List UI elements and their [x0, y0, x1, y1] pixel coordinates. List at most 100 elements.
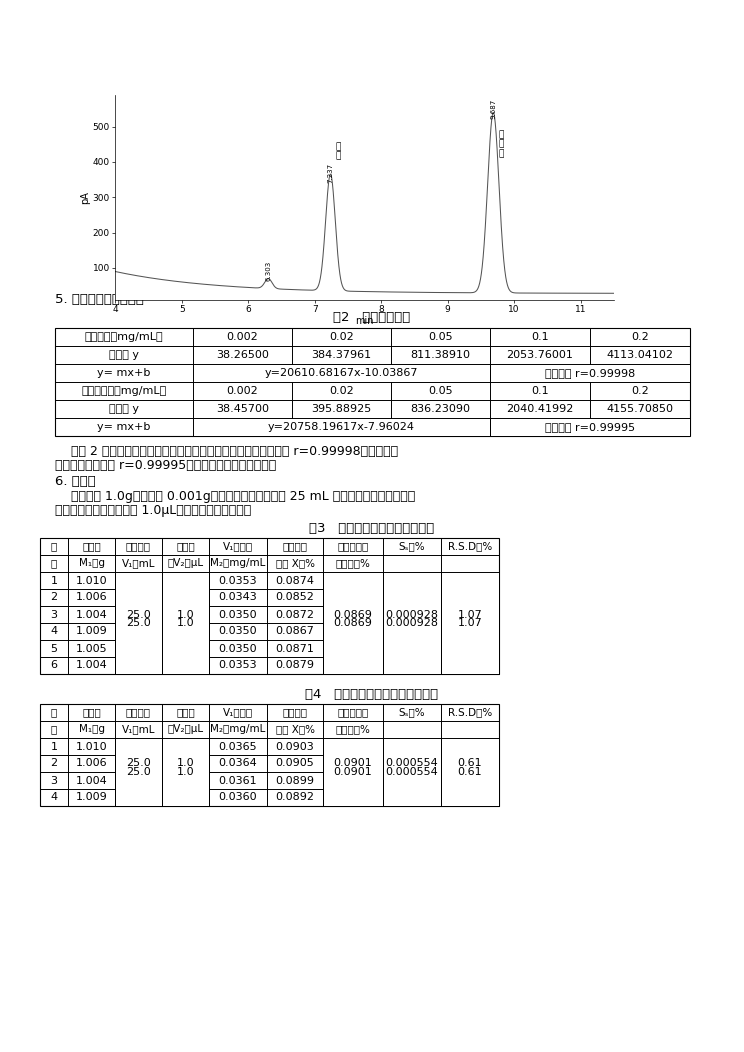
Text: 1.009: 1.009	[76, 792, 107, 803]
Text: 0.02: 0.02	[329, 332, 354, 342]
Text: 积V₂，μL: 积V₂，μL	[167, 559, 204, 568]
Text: 1.004: 1.004	[76, 661, 107, 670]
Text: 进样体: 进样体	[176, 708, 195, 717]
Bar	[162, 572, 208, 673]
Text: 25.0: 25.0	[126, 767, 151, 777]
Text: 2053.76001: 2053.76001	[507, 350, 574, 360]
Text: 0.2: 0.2	[631, 386, 649, 396]
Text: 样品中的平: 样品中的平	[337, 708, 368, 717]
Text: Sₛ，%: Sₛ，%	[399, 708, 426, 717]
Bar	[40, 704, 499, 806]
Text: 1.0: 1.0	[176, 618, 194, 628]
Text: 0.02: 0.02	[329, 386, 354, 396]
Text: 0.0350: 0.0350	[219, 609, 257, 620]
Text: 4: 4	[51, 627, 57, 636]
Text: 序: 序	[51, 708, 57, 717]
Text: 取样量: 取样量	[82, 542, 101, 551]
Text: 均含量，%: 均含量，%	[336, 559, 371, 568]
Text: 395.88925: 395.88925	[312, 404, 371, 414]
Text: 均含量，%: 均含量，%	[336, 725, 371, 734]
Text: 0.002: 0.002	[227, 332, 258, 342]
Text: 1.010: 1.010	[76, 742, 107, 751]
Text: 0.0343: 0.0343	[219, 592, 257, 603]
Text: 0.05: 0.05	[429, 332, 453, 342]
Bar	[162, 739, 208, 806]
Text: 定容体积: 定容体积	[126, 708, 151, 717]
Text: 1.0: 1.0	[176, 758, 194, 769]
Text: 811.38910: 811.38910	[411, 350, 470, 360]
Text: 1.005: 1.005	[76, 644, 107, 653]
Text: 0.1: 0.1	[531, 386, 549, 396]
Text: 相关系数 r=0.99998: 相关系数 r=0.99998	[545, 368, 635, 378]
Text: 0.0892: 0.0892	[275, 792, 315, 803]
Text: 表3   样品中乙苯精确度实验结果: 表3 样品中乙苯精确度实验结果	[310, 522, 434, 535]
Text: 准确称取 1.0g（精确到 0.001g）聚苯乙烯样品，置于 25 mL 容量瓶中，加二硫化碳溶: 准确称取 1.0g（精确到 0.001g）聚苯乙烯样品，置于 25 mL 容量瓶…	[55, 490, 415, 503]
Text: 号: 号	[51, 559, 57, 568]
Text: 0.0901: 0.0901	[333, 758, 373, 769]
Bar	[40, 538, 499, 674]
Y-axis label: pA: pA	[80, 190, 90, 204]
Bar	[441, 572, 498, 673]
Text: 样品中的: 样品中的	[283, 708, 307, 717]
Text: 1.07: 1.07	[458, 609, 482, 620]
Text: 0.0871: 0.0871	[275, 644, 315, 653]
Text: 6.303: 6.303	[266, 261, 272, 282]
Text: 解，并定容至刻度，进样 1.0μL，与标准进样量相同。: 解，并定容至刻度，进样 1.0μL，与标准进样量相同。	[55, 504, 251, 517]
Bar	[193, 419, 490, 436]
Text: 25.0: 25.0	[126, 609, 151, 620]
Bar	[115, 572, 161, 673]
Text: y= mx+b: y= mx+b	[97, 368, 151, 378]
Text: 0.0874: 0.0874	[275, 575, 315, 586]
Text: 2: 2	[51, 758, 57, 769]
Text: 1.004: 1.004	[76, 609, 107, 620]
Text: 0.0365: 0.0365	[219, 742, 257, 751]
Text: 0.0350: 0.0350	[219, 644, 257, 653]
Bar	[324, 739, 382, 806]
Text: 5: 5	[51, 644, 57, 653]
Text: y= mx+b: y= mx+b	[97, 422, 151, 432]
Bar	[383, 572, 440, 673]
Bar	[490, 419, 690, 436]
Text: 0.0353: 0.0353	[219, 661, 257, 670]
Text: 1.006: 1.006	[76, 758, 107, 769]
Text: M₂，mg/mL: M₂，mg/mL	[211, 725, 266, 734]
Text: 0.61: 0.61	[458, 767, 482, 777]
Text: 图1  乙苯和苯乙烯标准的色谱图: 图1 乙苯和苯乙烯标准的色谱图	[315, 274, 429, 287]
Text: V₁，mL: V₁，mL	[122, 725, 155, 734]
Text: 3: 3	[51, 609, 57, 620]
Text: 0.0364: 0.0364	[219, 758, 257, 769]
Text: 取样量: 取样量	[82, 708, 101, 717]
Text: 0.0867: 0.0867	[275, 627, 315, 636]
Text: 7.237: 7.237	[327, 163, 333, 183]
Text: 2: 2	[51, 592, 57, 603]
Text: y=20610.68167x-10.03867: y=20610.68167x-10.03867	[265, 368, 418, 378]
Text: 0.0872: 0.0872	[275, 609, 315, 620]
Text: 2040.41992: 2040.41992	[507, 404, 574, 414]
Text: 0.0901: 0.0901	[333, 767, 373, 777]
Text: 1.009: 1.009	[76, 627, 107, 636]
Text: 25.0: 25.0	[126, 758, 151, 769]
Text: 样品中的: 样品中的	[283, 542, 307, 551]
Text: 0.05: 0.05	[429, 386, 453, 396]
Text: M₁，g: M₁，g	[79, 559, 104, 568]
Text: 6. 精密度: 6. 精密度	[55, 476, 96, 488]
Text: M₂，mg/mL: M₂，mg/mL	[211, 559, 266, 568]
Bar	[115, 739, 161, 806]
Text: V₁中含量: V₁中含量	[223, 542, 253, 551]
Bar	[55, 328, 690, 436]
Text: V₁，mL: V₁，mL	[122, 559, 155, 568]
Text: 0.0879: 0.0879	[275, 661, 315, 670]
Text: 0.000554: 0.000554	[385, 767, 438, 777]
Text: 1.004: 1.004	[76, 775, 107, 786]
Text: 乙苯含量（mg/mL）: 乙苯含量（mg/mL）	[85, 332, 164, 342]
Text: 0.000554: 0.000554	[385, 758, 438, 769]
Bar	[193, 364, 490, 382]
Text: 表2   标准曲线系列: 表2 标准曲线系列	[333, 311, 411, 324]
Text: 1.07: 1.07	[458, 618, 482, 628]
Text: 38.26500: 38.26500	[216, 350, 269, 360]
Text: 1: 1	[51, 575, 57, 586]
Text: 6: 6	[51, 661, 57, 670]
Text: 表4   样品中苯乙烯精确度实验结果: 表4 样品中苯乙烯精确度实验结果	[306, 688, 438, 701]
Text: 含量 X，%: 含量 X，%	[275, 559, 315, 568]
Text: 384.37961: 384.37961	[312, 350, 371, 360]
